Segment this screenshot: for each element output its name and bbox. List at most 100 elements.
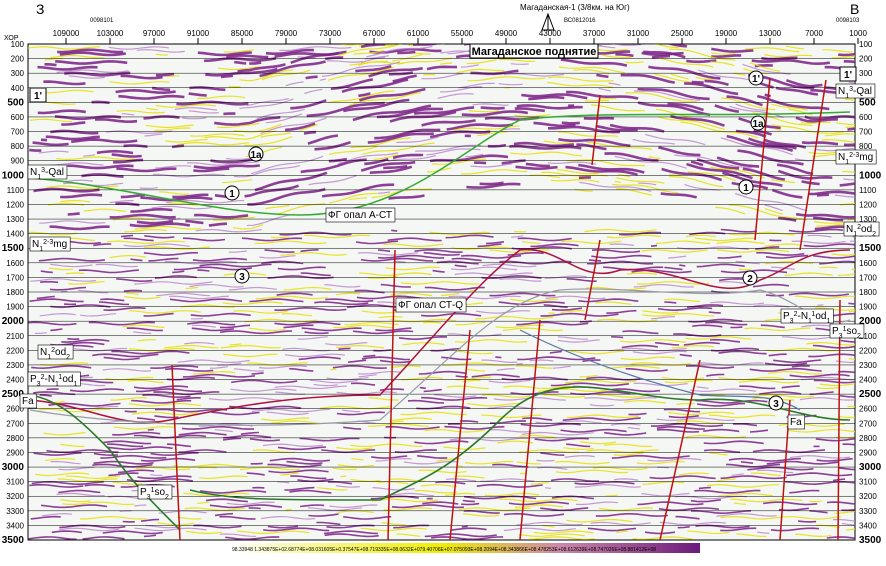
top-tick-label: 79000 bbox=[275, 29, 298, 38]
well-icon bbox=[542, 14, 554, 30]
amplitude-band bbox=[66, 273, 84, 274]
label-part: 3 bbox=[839, 333, 843, 340]
depth-tick-label: 3500 bbox=[2, 535, 25, 546]
depth-tick-label: 1600 bbox=[859, 259, 877, 268]
depth-tick-label: 2400 bbox=[859, 376, 877, 385]
marker-label: 1 bbox=[229, 189, 235, 200]
amplitude-band bbox=[226, 56, 268, 58]
amplitude-band bbox=[340, 476, 346, 477]
amplitude-band bbox=[664, 302, 676, 303]
label-part: Fa bbox=[790, 417, 802, 428]
amplitude-band bbox=[462, 526, 468, 527]
depth-tick-label: 700 bbox=[859, 128, 873, 137]
depth-tick-label: 2100 bbox=[6, 332, 24, 341]
depth-tick-label: 700 bbox=[11, 128, 25, 137]
amplitude-band bbox=[562, 123, 580, 124]
label-part: so bbox=[846, 326, 857, 337]
label-part: 1 bbox=[845, 159, 849, 166]
depth-tick-label: 2700 bbox=[859, 419, 877, 428]
depth-tick-label: 3300 bbox=[859, 507, 877, 516]
depth-tick-label: 1000 bbox=[2, 170, 25, 181]
depth-tick-label: 1500 bbox=[859, 243, 882, 254]
label-part: 1 bbox=[47, 354, 51, 361]
top-tick-label: 1000 bbox=[849, 29, 867, 38]
depth-tick-label: 3200 bbox=[6, 492, 24, 501]
top-tick-label: 73000 bbox=[319, 29, 342, 38]
depth-tick-label: 2900 bbox=[6, 448, 24, 457]
amplitude-band bbox=[423, 322, 441, 323]
well-label: Магаданская-1 (3/8км. на Юг) bbox=[520, 3, 630, 12]
depth-tick-label: 2200 bbox=[859, 346, 877, 355]
amplitude-band bbox=[81, 377, 93, 378]
label-part: N bbox=[838, 152, 845, 163]
label-part: so bbox=[154, 487, 165, 498]
amplitude-band bbox=[330, 369, 336, 370]
label-part: od bbox=[55, 347, 66, 358]
amplitude-band bbox=[517, 364, 523, 365]
depth-tick-label: 500 bbox=[859, 97, 876, 108]
amplitude-band bbox=[338, 348, 350, 349]
amplitude-band bbox=[495, 357, 501, 358]
depth-tick-label: 600 bbox=[11, 113, 25, 122]
depth-tick-label: 2700 bbox=[6, 419, 24, 428]
amplitude-band bbox=[29, 150, 41, 151]
depth-tick-label: 900 bbox=[11, 157, 25, 166]
marker-label: 3 bbox=[239, 272, 245, 283]
label-part: 1 bbox=[853, 231, 857, 238]
depth-tick-label: 1300 bbox=[6, 215, 24, 224]
depth-tick-label: 3400 bbox=[859, 521, 877, 530]
amplitude-band bbox=[817, 195, 829, 196]
amplitude-band bbox=[581, 38, 641, 44]
amplitude-band bbox=[699, 488, 711, 489]
label-part: -N bbox=[797, 311, 808, 322]
direction-left: З bbox=[36, 1, 44, 17]
label-part: 2-3 bbox=[43, 239, 53, 246]
label-part: 3 bbox=[790, 318, 794, 325]
amplitude-band bbox=[532, 40, 550, 41]
amplitude-band bbox=[461, 504, 479, 505]
depth-tick-label: 600 bbox=[859, 113, 873, 122]
depth-tick-label: 200 bbox=[11, 55, 25, 64]
marker-label: 1a bbox=[250, 150, 262, 161]
depth-tick-label: 500 bbox=[7, 97, 24, 108]
colorbar-label: 98.33948 1.343875E+02.68774E+08.031605E+… bbox=[232, 547, 656, 553]
label-part: mg bbox=[859, 152, 873, 163]
amplitude-band bbox=[585, 101, 609, 102]
label-part: N bbox=[32, 239, 39, 250]
depth-tick-label: 1900 bbox=[6, 303, 24, 312]
top-tick-label: 103000 bbox=[97, 29, 124, 38]
amplitude-band bbox=[234, 62, 246, 64]
amplitude-band bbox=[199, 467, 217, 468]
marker-label: 1' bbox=[34, 91, 42, 102]
depth-tick-label: 2000 bbox=[2, 316, 25, 327]
amplitude-band bbox=[249, 63, 261, 64]
label-part: 3 bbox=[147, 494, 151, 501]
top-tick-label: 37000 bbox=[583, 29, 606, 38]
amplitude-band bbox=[606, 495, 618, 496]
formation-label: ФГ опал А-СТ bbox=[328, 210, 392, 221]
amplitude-band bbox=[125, 411, 137, 412]
label-part: -Qal bbox=[45, 167, 64, 178]
depth-tick-label: 1100 bbox=[7, 186, 25, 195]
amplitude-band bbox=[221, 76, 233, 77]
amplitude-band bbox=[511, 64, 529, 65]
amplitude-band bbox=[40, 282, 58, 283]
amplitude-band bbox=[611, 337, 623, 338]
amplitude-band bbox=[615, 54, 633, 56]
label-part: od bbox=[62, 374, 73, 385]
amplitude-band bbox=[306, 77, 318, 78]
depth-tick-label: 3100 bbox=[6, 478, 24, 487]
amplitude-band bbox=[678, 527, 690, 528]
amplitude-band bbox=[68, 213, 80, 214]
depth-tick-label: 800 bbox=[11, 142, 25, 151]
amplitude-band bbox=[391, 230, 397, 231]
label-part: od bbox=[861, 224, 872, 235]
label-part: ФГ опал СТ-Q bbox=[398, 300, 463, 311]
depth-tick-label: 1800 bbox=[6, 288, 24, 297]
depth-tick-label: 3200 bbox=[859, 492, 877, 501]
label-part: N bbox=[838, 86, 845, 97]
top-tick-label: 31000 bbox=[627, 29, 650, 38]
formation-label: Fa bbox=[790, 417, 802, 428]
